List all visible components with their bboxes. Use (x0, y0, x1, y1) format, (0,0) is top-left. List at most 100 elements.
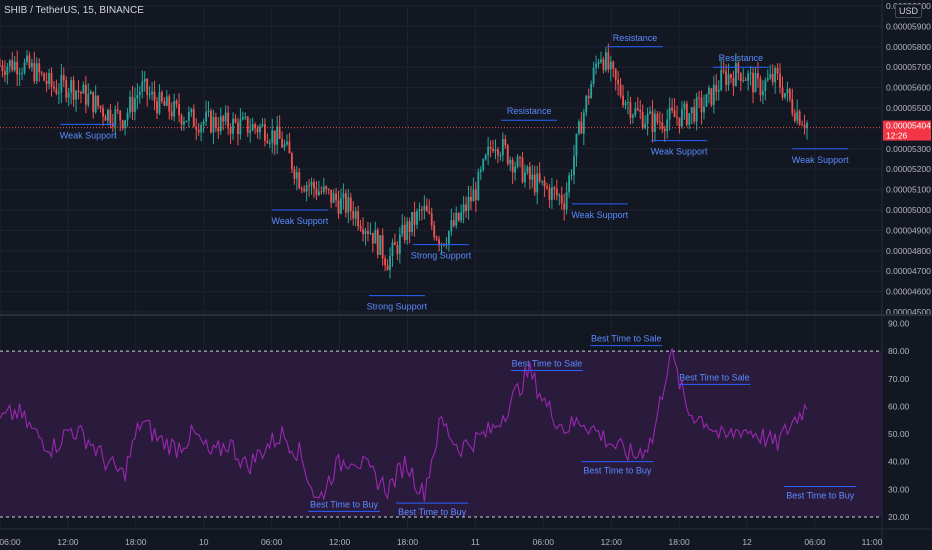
candle-body (381, 235, 384, 259)
candle-body (114, 109, 117, 127)
candle-body (717, 90, 720, 92)
symbol-title[interactable]: SHIB / TetherUS, 15, BINANCE (4, 5, 144, 16)
candle-body (465, 204, 467, 211)
candle-body (57, 92, 60, 94)
candle-body (754, 73, 757, 93)
candle-body (634, 108, 637, 116)
candle-body (293, 169, 296, 179)
candle-body (28, 55, 31, 68)
candle-body (124, 120, 127, 129)
price-tick-label: 0.00005800 (886, 42, 931, 52)
candle-body (349, 197, 352, 211)
annotation-label: Best Time to Buy (398, 507, 467, 517)
candle-body (492, 148, 494, 152)
candle-body (18, 73, 21, 75)
candle-body (359, 226, 362, 230)
candle-body (143, 78, 146, 82)
candle-body (435, 237, 438, 240)
candle-body (771, 74, 774, 83)
currency-button[interactable]: USD (895, 4, 923, 18)
candle-body (604, 52, 607, 71)
price-tick-label: 0.00004700 (886, 266, 931, 276)
candle-body (725, 71, 728, 86)
annotation-label: Resistance (719, 53, 764, 63)
candle-body (470, 196, 472, 202)
annotation-label: Weak Support (60, 130, 117, 140)
candle-body (528, 167, 531, 180)
time-tick-label: 06:00 (804, 537, 826, 547)
candle-body (519, 156, 521, 158)
time-tick-label: 12:00 (57, 537, 79, 547)
candle-body (558, 195, 561, 197)
candle-body (734, 63, 737, 86)
candle-body (555, 189, 558, 196)
candle-body (506, 145, 509, 164)
annotation-label: Weak Support (271, 216, 328, 226)
candle-body (290, 153, 293, 170)
candle-body (683, 103, 686, 109)
candle-body (158, 92, 161, 114)
candle-body (474, 189, 477, 201)
candle-body (418, 209, 421, 211)
candle-body (116, 109, 119, 111)
candle-body (367, 230, 369, 234)
candle-body (457, 212, 460, 221)
candle-body (423, 205, 426, 211)
candle-body (362, 229, 364, 234)
price-tick-label: 0.00004800 (886, 246, 931, 256)
candle-body (563, 203, 566, 210)
candle-body (455, 212, 458, 226)
candle-body (60, 75, 63, 93)
candle-body (700, 97, 703, 113)
candle-body (320, 191, 323, 193)
candle-body (693, 107, 696, 122)
candle-body (21, 72, 24, 74)
candle-body (698, 97, 701, 99)
candle-body (649, 111, 651, 114)
candle-body (514, 166, 517, 173)
candle-body (666, 119, 669, 132)
candle-body (237, 122, 239, 135)
candle-body (727, 74, 730, 86)
candle-body (739, 73, 742, 81)
candle-body (347, 197, 350, 213)
candle-body (462, 204, 465, 213)
candle-body (499, 155, 502, 157)
candle-body (183, 121, 185, 125)
candle-body (710, 88, 713, 105)
time-tick-label: 06:00 (261, 537, 283, 547)
candle-body (138, 91, 141, 96)
candle-body (447, 231, 450, 245)
candle-body (102, 108, 104, 117)
candle-body (622, 95, 624, 106)
candle-body (401, 224, 404, 235)
candle-body (617, 79, 620, 85)
candle-body (757, 73, 759, 79)
candle-body (222, 116, 225, 122)
annotation-label: Strong Support (367, 302, 428, 312)
candle-body (197, 129, 200, 133)
candle-body (688, 113, 691, 125)
candle-body (737, 63, 740, 74)
candle-body (13, 61, 16, 71)
candle-body (104, 116, 107, 121)
candle-body (612, 61, 615, 69)
candle-body (521, 157, 524, 183)
candle-body (627, 101, 629, 103)
candle-body (430, 213, 433, 226)
candle-body (163, 101, 166, 106)
candle-body (641, 111, 644, 129)
candle-body (484, 155, 487, 160)
candle-body (67, 92, 70, 98)
candle-body (337, 200, 340, 214)
candle-body (374, 229, 377, 244)
candle-body (300, 188, 303, 190)
candle-body (246, 116, 249, 133)
candle-body (94, 95, 97, 113)
candle-body (371, 232, 374, 244)
rsi-line (0, 348, 808, 502)
candle-body (185, 120, 188, 122)
annotation-label: Strong Support (411, 251, 472, 261)
candle-body (0, 65, 1, 67)
